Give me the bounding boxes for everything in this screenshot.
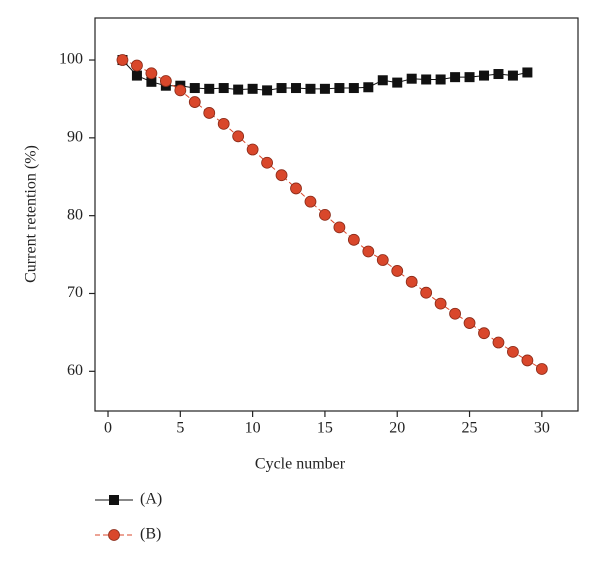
data-point — [203, 107, 216, 119]
data-point — [406, 73, 417, 84]
data-point — [116, 54, 129, 66]
x-tick-label: 5 — [176, 420, 184, 437]
data-point — [233, 84, 244, 95]
data-point — [232, 130, 245, 143]
data-point — [261, 156, 273, 169]
y-tick-label: 90 — [67, 129, 83, 146]
data-point — [275, 169, 288, 182]
x-tick-label: 15 — [317, 420, 333, 437]
series-line — [122, 59, 543, 370]
plot-frame — [94, 17, 579, 412]
data-point — [391, 265, 404, 277]
legend-marker — [108, 529, 120, 541]
data-point — [492, 336, 505, 349]
data-point — [421, 74, 432, 85]
data-point — [247, 83, 258, 94]
data-point — [347, 233, 360, 246]
data-point — [290, 182, 302, 195]
data-point — [174, 84, 187, 97]
data-point — [377, 75, 388, 86]
data-point — [131, 59, 143, 72]
legend-label: (B) — [140, 526, 161, 543]
x-axis-label: Cycle number — [255, 456, 346, 473]
data-point — [450, 72, 461, 83]
data-point — [535, 363, 548, 375]
data-point — [449, 307, 461, 320]
data-point — [218, 83, 229, 94]
data-point — [363, 82, 374, 93]
data-point — [464, 72, 475, 83]
data-point — [463, 317, 476, 329]
legend-label: (A) — [140, 491, 162, 508]
data-point — [305, 83, 316, 94]
y-tick-label: 80 — [67, 206, 83, 223]
data-point — [276, 83, 287, 94]
y-axis-label: Current retention (%) — [23, 145, 40, 283]
data-point — [204, 83, 215, 94]
x-tick-label: 25 — [462, 420, 478, 437]
data-point — [334, 83, 345, 94]
data-point — [435, 74, 446, 85]
data-point — [189, 83, 200, 94]
data-point — [145, 67, 158, 80]
y-tick-label: 70 — [67, 284, 83, 301]
data-point — [507, 70, 518, 81]
legend-marker — [109, 495, 119, 505]
data-point — [217, 117, 230, 130]
data-point — [319, 83, 330, 94]
y-tick-label: 60 — [67, 362, 83, 379]
data-point — [420, 286, 433, 299]
data-point — [362, 245, 375, 258]
data-point — [405, 275, 418, 288]
data-point — [319, 208, 331, 221]
data-point — [507, 345, 519, 358]
data-point — [333, 221, 346, 234]
data-point — [434, 297, 447, 310]
data-point — [131, 70, 142, 81]
data-point — [493, 69, 504, 80]
data-point — [304, 195, 317, 208]
data-point — [521, 354, 534, 367]
data-point — [146, 76, 157, 87]
data-point — [479, 70, 490, 81]
x-tick-label: 30 — [534, 420, 550, 437]
y-tick-label: 100 — [59, 51, 83, 68]
x-tick-label: 10 — [245, 420, 261, 437]
data-point — [478, 327, 490, 340]
data-point — [246, 143, 259, 156]
data-point — [522, 67, 533, 78]
x-tick-label: 0 — [104, 420, 112, 437]
data-point — [392, 77, 403, 88]
data-point — [376, 254, 389, 266]
data-point — [159, 75, 172, 87]
data-point — [262, 85, 273, 96]
x-tick-label: 20 — [389, 420, 405, 437]
data-point — [188, 96, 201, 108]
data-point — [348, 83, 359, 94]
data-point — [291, 83, 302, 94]
